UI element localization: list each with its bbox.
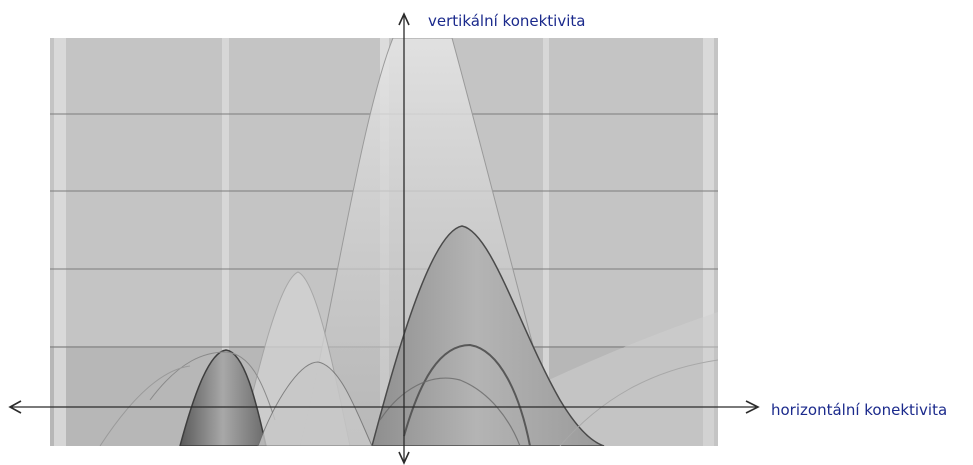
arrow-left-icon xyxy=(8,400,22,414)
central-hump xyxy=(371,225,605,446)
horizontal-axis xyxy=(8,400,760,414)
arrow-right-icon xyxy=(745,400,760,414)
vertical-axis-label: vertikální konektivita xyxy=(428,12,586,30)
horizontal-axis-label: horizontální konektivita xyxy=(771,401,948,419)
connectivity-surface xyxy=(99,38,718,446)
left-wave xyxy=(179,349,267,446)
vertical-axis xyxy=(398,12,410,465)
arrow-up-icon xyxy=(398,12,410,26)
arrow-down-icon xyxy=(398,451,410,465)
